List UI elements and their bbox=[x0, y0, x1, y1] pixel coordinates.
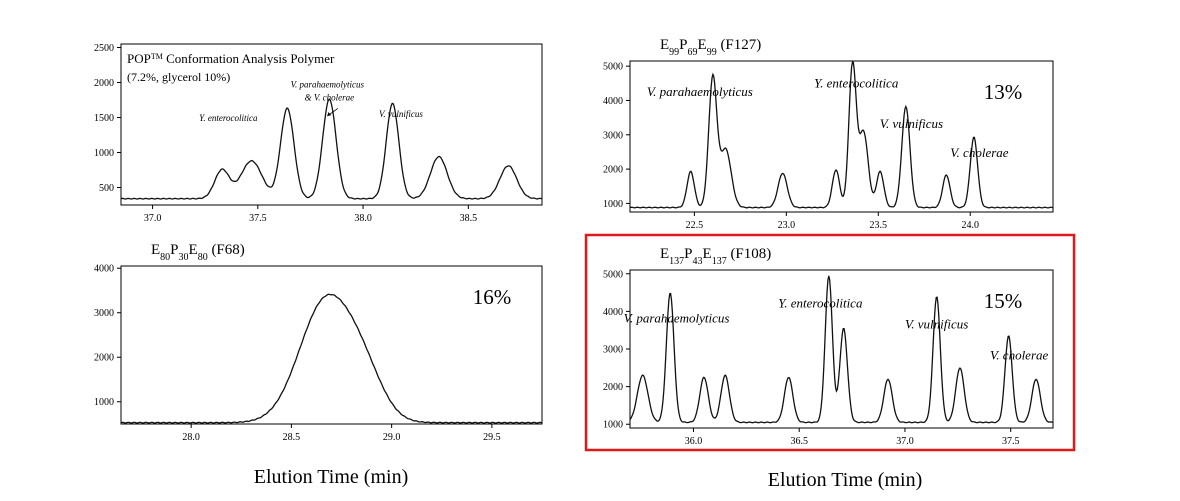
title-e1: E bbox=[660, 246, 669, 262]
y-tick-label: 4000 bbox=[603, 307, 623, 318]
title-sub2: 30 bbox=[179, 252, 189, 263]
title-sub2: 69 bbox=[688, 47, 698, 58]
percent-label: 16% bbox=[473, 285, 512, 309]
chart-title: E80P30E80 (F68) bbox=[151, 242, 245, 263]
y-tick-label: 1500 bbox=[94, 113, 114, 124]
peak-label: V. vulnificus bbox=[905, 316, 968, 331]
chart-title-main: POP bbox=[127, 51, 151, 66]
title-p: P bbox=[679, 37, 687, 53]
y-tick-label: 2000 bbox=[603, 165, 623, 176]
y-tick-label: 4000 bbox=[603, 96, 623, 107]
percent-label: 13% bbox=[984, 80, 1023, 104]
plot-frame-f127 bbox=[629, 60, 1054, 213]
y-tick-label: 1000 bbox=[603, 199, 623, 210]
chart-title-rest: Conformation Analysis Polymer bbox=[163, 51, 335, 66]
peak-label: V. vulnificus bbox=[379, 109, 423, 119]
x-tick-label: 37.0 bbox=[144, 213, 162, 224]
title-e1: E bbox=[151, 242, 160, 258]
title-tail: (F68) bbox=[208, 242, 245, 258]
peak-label: V. cholerae bbox=[950, 145, 1008, 160]
chart-subtitle: (7.2%, glycerol 10%) bbox=[127, 70, 230, 84]
series-trace-f68 bbox=[120, 293, 543, 424]
x-tick-label: 38.0 bbox=[354, 213, 372, 224]
plot-frame-f68 bbox=[120, 265, 543, 425]
panel-f127: 1000 2000 3000 4000 5000 22.5 23.0 23.5 24.0 V. p… bbox=[603, 37, 1054, 231]
x-tick-label: 22.5 bbox=[686, 220, 704, 231]
y-tick-label: 2000 bbox=[94, 78, 114, 89]
chart-title: E99P69E99 (F127) bbox=[660, 37, 761, 58]
title-e2: E bbox=[698, 37, 707, 53]
y-tick-label: 1000 bbox=[94, 148, 114, 159]
y-tick-label: 2500 bbox=[94, 43, 114, 54]
y-tick-label: 4000 bbox=[94, 264, 114, 275]
x-tick-label: 23.0 bbox=[778, 220, 796, 231]
title-p: P bbox=[684, 246, 692, 262]
chart-title: E137P43E137 (F108) bbox=[660, 246, 771, 267]
y-tick-label: 3000 bbox=[603, 345, 623, 356]
arrow-head bbox=[327, 112, 332, 117]
title-sub1: 99 bbox=[669, 47, 679, 58]
x-tick-label: 28.5 bbox=[283, 432, 301, 443]
x-tick-label: 24.0 bbox=[961, 220, 979, 231]
y-tick-label: 5000 bbox=[603, 62, 623, 73]
title-e2: E bbox=[703, 246, 712, 262]
title-p: P bbox=[170, 242, 178, 258]
title-sub3: 137 bbox=[712, 256, 727, 267]
peak-label: Y. enterocolitica bbox=[814, 75, 899, 90]
x-axis-title-right: Elution Time (min) bbox=[768, 469, 922, 491]
y-tick-label: 1000 bbox=[603, 420, 623, 431]
x-tick-label: 36.5 bbox=[790, 436, 808, 447]
peak-label: & V. cholerae bbox=[305, 93, 355, 103]
percent-label: 15% bbox=[984, 289, 1023, 313]
title-sub1: 137 bbox=[669, 256, 684, 267]
series-trace-f108 bbox=[629, 275, 1054, 424]
y-tick-label: 2000 bbox=[94, 353, 114, 364]
title-sub3: 99 bbox=[707, 47, 717, 58]
x-tick-label: 28.0 bbox=[182, 432, 200, 443]
peak-label: V. parahaemolyticus bbox=[624, 311, 730, 326]
peak-label: Y. enterocolitica bbox=[199, 113, 258, 123]
title-e1: E bbox=[660, 37, 669, 53]
highlight-box bbox=[584, 233, 1076, 452]
x-tick-label: 23.5 bbox=[870, 220, 888, 231]
title-e2: E bbox=[189, 242, 198, 258]
x-axis-title-left: Elution Time (min) bbox=[254, 466, 408, 488]
y-tick-label: 5000 bbox=[603, 269, 623, 280]
peak-label: Y. enterocolitica bbox=[778, 296, 863, 311]
chart-title-sup: TM bbox=[151, 52, 163, 61]
x-tick-label: 29.0 bbox=[383, 432, 401, 443]
panel-f108: 1000 2000 3000 4000 5000 36.0 36.5 37.0 37.5 V. p… bbox=[603, 246, 1054, 447]
title-sub2: 43 bbox=[693, 256, 703, 267]
series-trace-pop bbox=[120, 98, 543, 200]
peak-label: V. cholerae bbox=[990, 348, 1048, 363]
title-sub3: 80 bbox=[198, 252, 208, 263]
title-tail: (F127) bbox=[717, 37, 762, 53]
title-sub1: 80 bbox=[160, 252, 170, 263]
x-tick-label: 37.0 bbox=[896, 436, 914, 447]
x-tick-label: 38.5 bbox=[460, 213, 478, 224]
y-tick-label: 500 bbox=[99, 183, 114, 194]
peak-label: V. parahaemolyticus bbox=[647, 84, 753, 99]
x-tick-label: 36.0 bbox=[685, 436, 703, 447]
series-trace-f127 bbox=[629, 61, 1054, 209]
plot-frame-pop bbox=[120, 43, 543, 206]
chart-title: POPTM Conformation Analysis Polymer bbox=[127, 51, 335, 66]
y-tick-label: 3000 bbox=[603, 130, 623, 141]
y-tick-label: 3000 bbox=[94, 308, 114, 319]
x-tick-label: 37.5 bbox=[249, 213, 267, 224]
peak-label: V. parahaemolyticus bbox=[291, 79, 365, 89]
panel-pop: 500 1000 1500 2000 2500 37.0 37.5 38.0 38.5 Y. en… bbox=[94, 43, 543, 224]
x-tick-label: 37.5 bbox=[1002, 436, 1020, 447]
y-tick-label: 1000 bbox=[94, 397, 114, 408]
peak-label: V. vulnificus bbox=[880, 116, 943, 131]
y-tick-label: 2000 bbox=[603, 382, 623, 393]
x-tick-label: 29.5 bbox=[483, 432, 501, 443]
title-tail: (F108) bbox=[727, 246, 772, 262]
